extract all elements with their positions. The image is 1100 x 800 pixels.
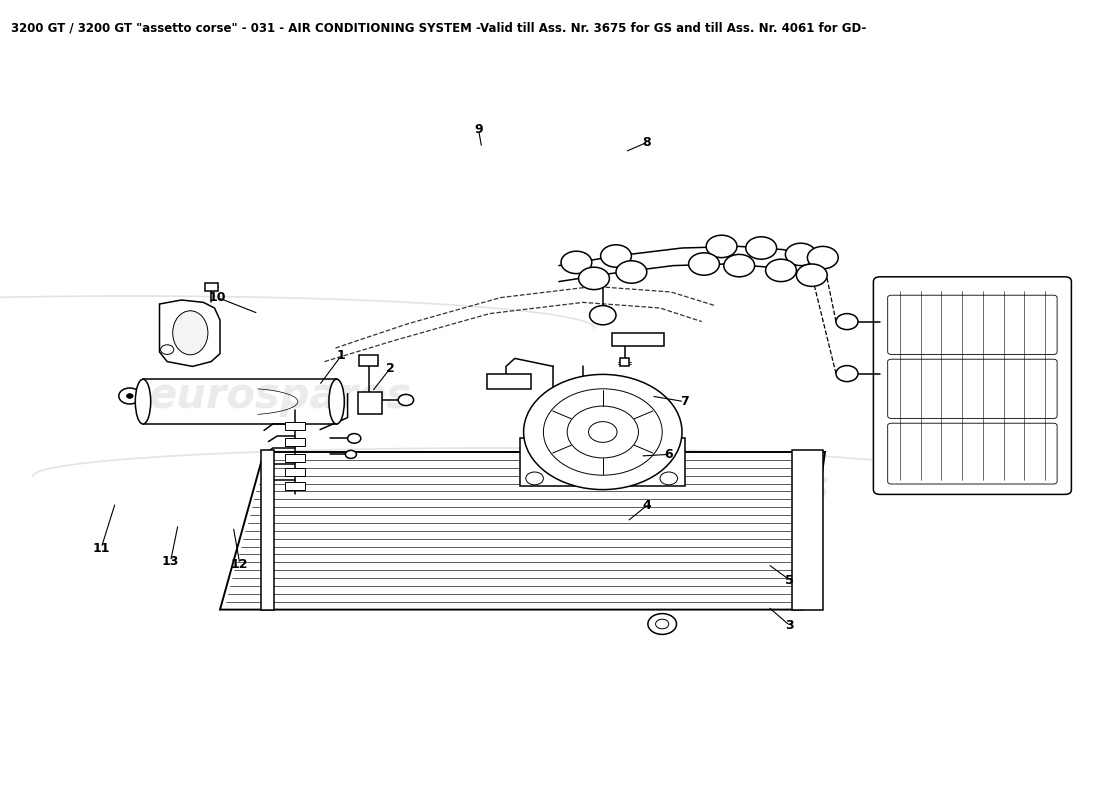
Text: 11: 11 bbox=[92, 542, 110, 554]
Circle shape bbox=[796, 264, 827, 286]
Ellipse shape bbox=[398, 394, 414, 406]
Text: 1: 1 bbox=[337, 350, 345, 362]
Ellipse shape bbox=[173, 310, 208, 355]
Circle shape bbox=[161, 345, 174, 354]
Circle shape bbox=[616, 261, 647, 283]
Text: 8: 8 bbox=[642, 136, 651, 149]
Circle shape bbox=[807, 246, 838, 269]
Text: eurospares: eurospares bbox=[148, 375, 412, 417]
Circle shape bbox=[526, 472, 543, 485]
FancyBboxPatch shape bbox=[888, 423, 1057, 484]
Bar bbox=[285, 438, 305, 446]
Circle shape bbox=[601, 245, 631, 267]
Bar bbox=[285, 468, 305, 476]
FancyBboxPatch shape bbox=[888, 295, 1057, 354]
Circle shape bbox=[648, 614, 676, 634]
Circle shape bbox=[746, 237, 777, 259]
Circle shape bbox=[836, 366, 858, 382]
Circle shape bbox=[126, 394, 133, 398]
Circle shape bbox=[689, 253, 719, 275]
Circle shape bbox=[579, 267, 609, 290]
Bar bbox=[487, 374, 531, 389]
Text: 12: 12 bbox=[231, 558, 249, 570]
Text: 3: 3 bbox=[785, 619, 794, 632]
Circle shape bbox=[766, 259, 796, 282]
FancyBboxPatch shape bbox=[873, 277, 1071, 494]
Circle shape bbox=[561, 251, 592, 274]
Text: 3200 GT / 3200 GT "assetto corse" - 031 - AIR CONDITIONING SYSTEM -Valid till As: 3200 GT / 3200 GT "assetto corse" - 031 … bbox=[11, 22, 867, 34]
FancyBboxPatch shape bbox=[888, 359, 1057, 418]
Bar bbox=[358, 392, 382, 414]
Text: 7: 7 bbox=[680, 395, 689, 408]
Text: 5: 5 bbox=[785, 574, 794, 586]
Circle shape bbox=[785, 243, 816, 266]
Text: 13: 13 bbox=[162, 555, 179, 568]
Circle shape bbox=[590, 306, 616, 325]
Bar bbox=[285, 422, 305, 430]
Text: 4: 4 bbox=[642, 499, 651, 512]
Circle shape bbox=[660, 472, 678, 485]
Bar bbox=[520, 438, 685, 486]
Bar bbox=[261, 450, 274, 610]
Bar bbox=[205, 283, 218, 291]
Circle shape bbox=[524, 374, 682, 490]
Circle shape bbox=[345, 450, 356, 458]
Polygon shape bbox=[220, 452, 825, 610]
Text: 6: 6 bbox=[664, 448, 673, 461]
Circle shape bbox=[724, 254, 755, 277]
Ellipse shape bbox=[329, 379, 344, 424]
Circle shape bbox=[568, 406, 638, 458]
Text: 2: 2 bbox=[386, 362, 395, 374]
Ellipse shape bbox=[135, 379, 151, 424]
Bar bbox=[359, 355, 378, 366]
Text: 10: 10 bbox=[209, 291, 227, 304]
Circle shape bbox=[656, 619, 669, 629]
Bar bbox=[285, 482, 305, 490]
Circle shape bbox=[348, 434, 361, 443]
Circle shape bbox=[706, 235, 737, 258]
Circle shape bbox=[836, 314, 858, 330]
Text: eurospares: eurospares bbox=[566, 467, 830, 509]
Bar bbox=[285, 454, 305, 462]
Bar bbox=[792, 450, 823, 610]
Bar bbox=[620, 358, 629, 366]
Circle shape bbox=[119, 388, 141, 404]
Circle shape bbox=[588, 422, 617, 442]
Text: 9: 9 bbox=[474, 123, 483, 136]
Circle shape bbox=[543, 389, 662, 475]
Bar bbox=[612, 333, 664, 346]
Polygon shape bbox=[160, 300, 220, 366]
